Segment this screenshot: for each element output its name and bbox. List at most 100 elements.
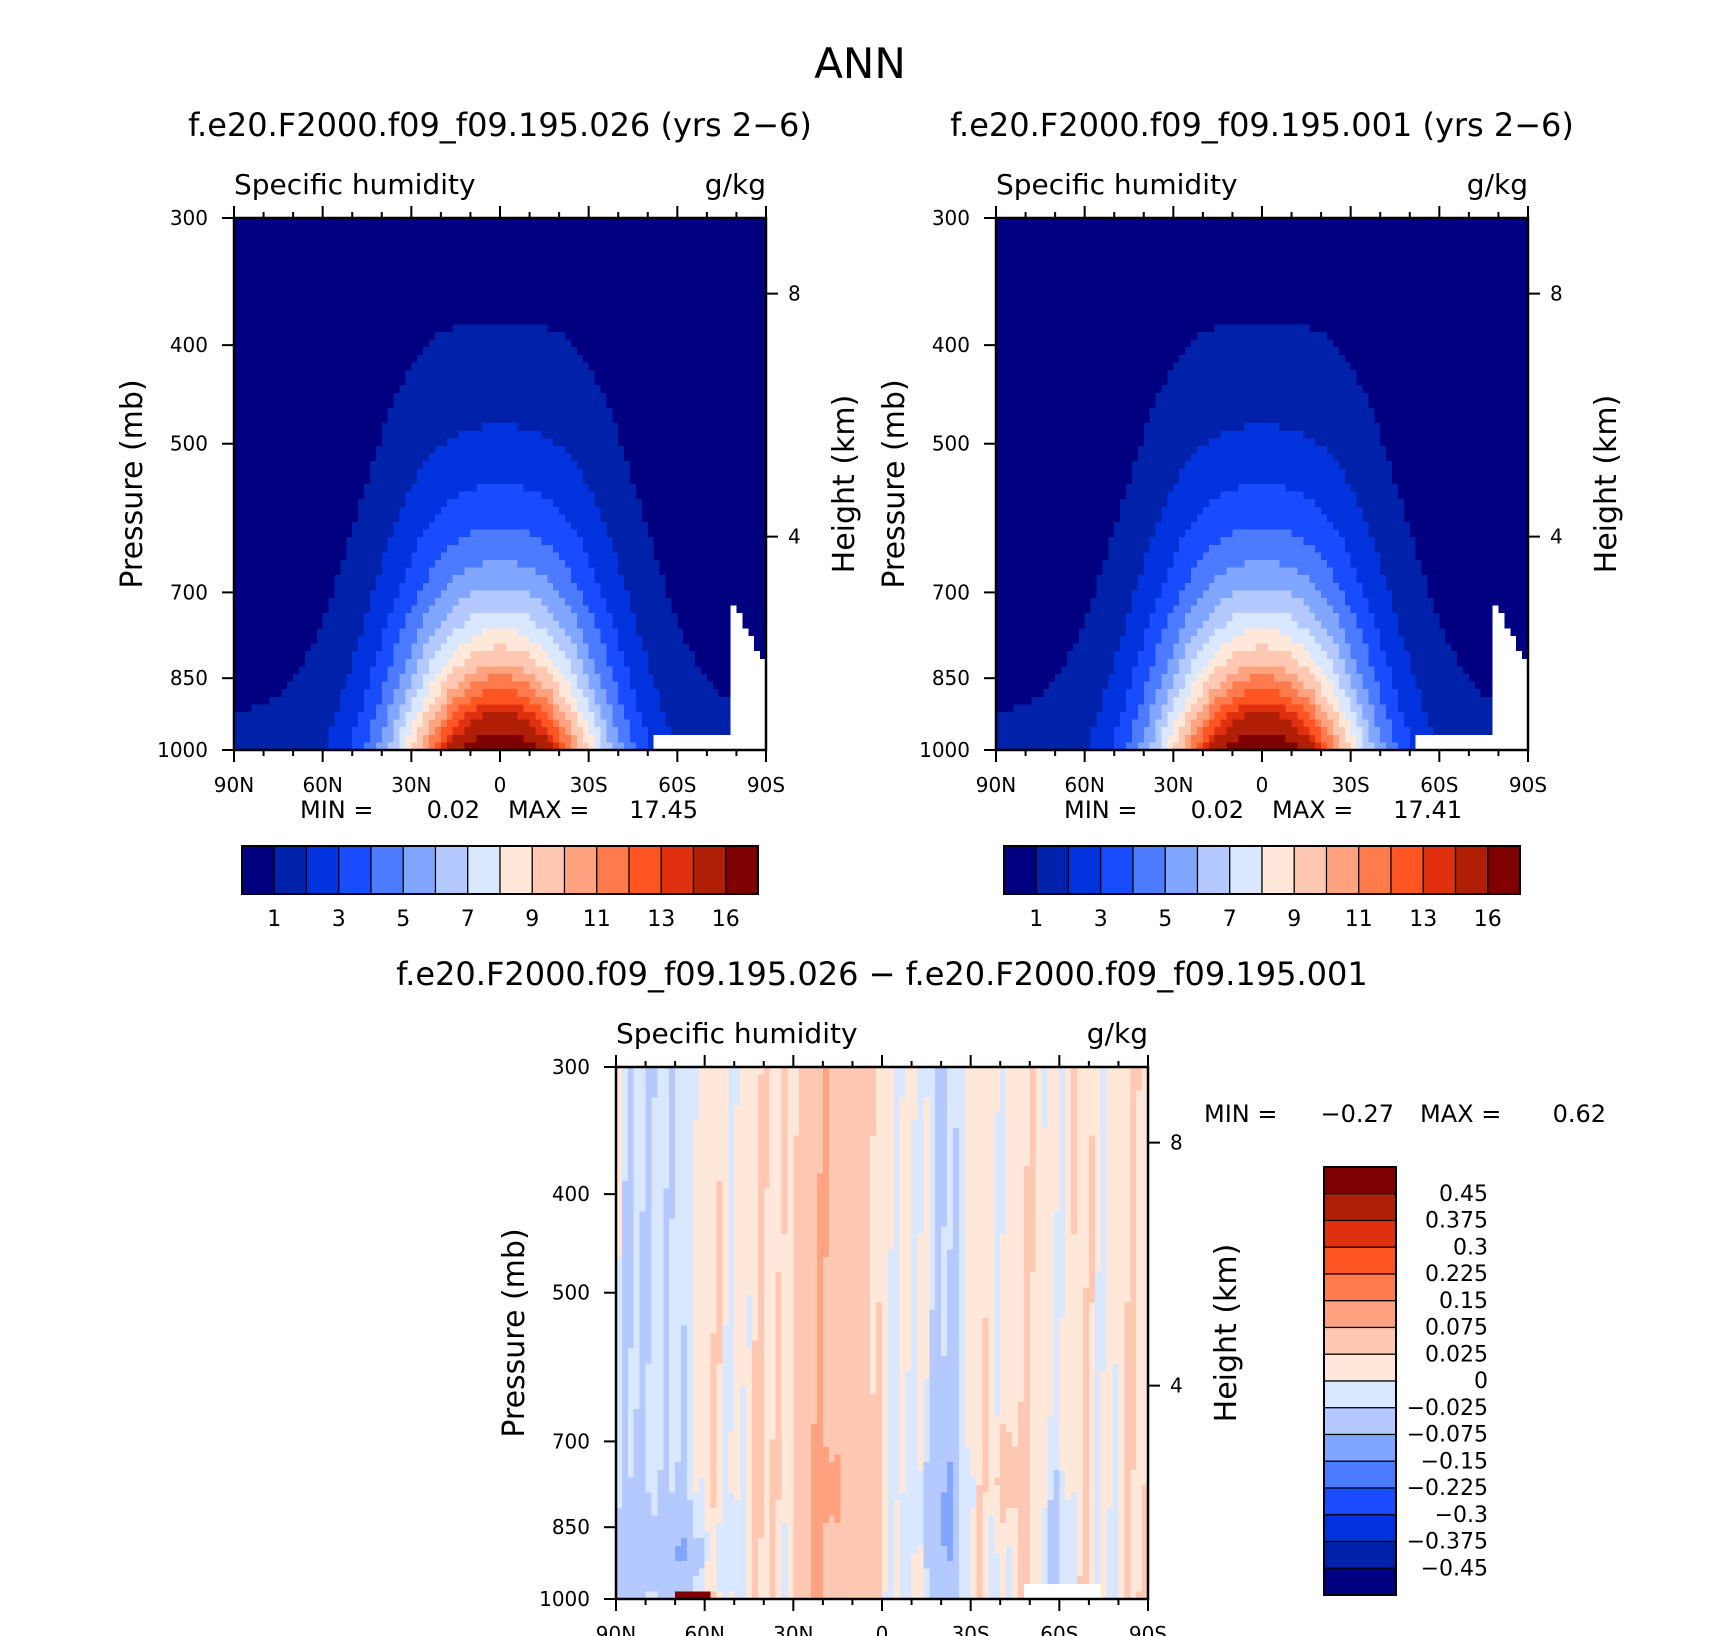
field-cell [441,241,448,249]
field-cell [334,286,341,294]
field-cell [470,241,477,249]
field-cell [252,264,259,272]
field-cell [405,590,412,598]
field-cell [600,454,607,462]
field-cell [246,606,253,614]
field-cell [660,530,667,538]
field-cell [340,248,347,256]
field-cell [258,309,265,317]
field-cell [512,522,519,530]
field-cell [358,583,365,591]
field-cell [429,514,436,522]
field-cell [624,492,631,500]
field-cell [600,340,607,348]
field-cell [660,514,667,522]
field-cell [435,537,442,545]
field-cell [671,302,678,310]
field-cell [340,431,347,439]
field-cell [636,416,643,424]
field-cell [275,400,282,408]
field-cell [612,370,619,378]
field-cell [719,454,726,462]
field-cell [736,256,743,264]
field-cell [541,378,548,386]
field-cell [500,590,507,598]
field-cell [494,385,501,393]
field-cell [358,400,365,408]
field-cell [624,590,631,598]
field-cell [695,264,702,272]
field-cell [535,256,542,264]
field-cell [281,248,288,256]
field-cell [666,499,673,507]
field-cell [453,621,460,629]
field-cell [258,393,265,401]
field-cell [736,552,743,560]
field-cell [571,324,578,332]
field-cell [287,279,294,287]
field-cell [394,271,401,279]
field-cell [583,370,590,378]
field-cell [518,271,525,279]
field-cell [736,446,743,454]
field-cell [358,568,365,576]
field-cell [488,286,495,294]
field-cell [281,408,288,416]
field-cell [376,416,383,424]
field-cell [382,476,389,484]
field-cell [642,606,649,614]
field-cell [435,568,442,576]
field-cell [589,552,596,560]
field-cell [281,621,288,629]
field-cell [400,598,407,606]
field-cell [725,568,732,576]
field-cell [364,332,371,340]
field-cell [748,461,755,469]
field-cell [376,362,383,370]
field-cell [719,484,726,492]
field-cell [500,355,507,363]
field-cell [660,340,667,348]
field-cell [376,324,383,332]
field-cell [677,355,684,363]
field-cell [654,324,661,332]
field-cell [488,378,495,386]
field-cell [441,606,448,614]
field-cell [571,233,578,241]
field-cell [600,317,607,325]
field-cell [736,294,743,302]
field-cell [258,362,265,370]
field-cell [299,423,306,431]
field-cell [240,613,247,621]
field-cell [600,575,607,583]
figure-title: ANN [814,39,906,88]
field-cell [512,628,519,636]
field-cell [748,248,755,256]
field-cell [512,606,519,614]
field-cell [719,438,726,446]
field-cell [388,317,395,325]
field-cell [394,302,401,310]
field-cell [695,241,702,249]
field-cell [600,628,607,636]
field-cell [695,385,702,393]
field-cell [317,438,324,446]
field-cell [606,606,613,614]
field-cell [329,621,336,629]
field-cell [577,416,584,424]
field-cell [465,233,472,241]
field-cell [518,621,525,629]
field-cell [524,446,531,454]
field-cell [571,628,578,636]
field-cell [565,583,572,591]
field-cell [358,613,365,621]
field-cell [240,621,247,629]
field-cell [429,590,436,598]
field-cell [258,628,265,636]
field-cell [589,233,596,241]
field-cell [671,438,678,446]
field-cell [547,248,554,256]
field-cell [269,461,276,469]
field-cell [252,256,259,264]
field-cell [677,583,684,591]
